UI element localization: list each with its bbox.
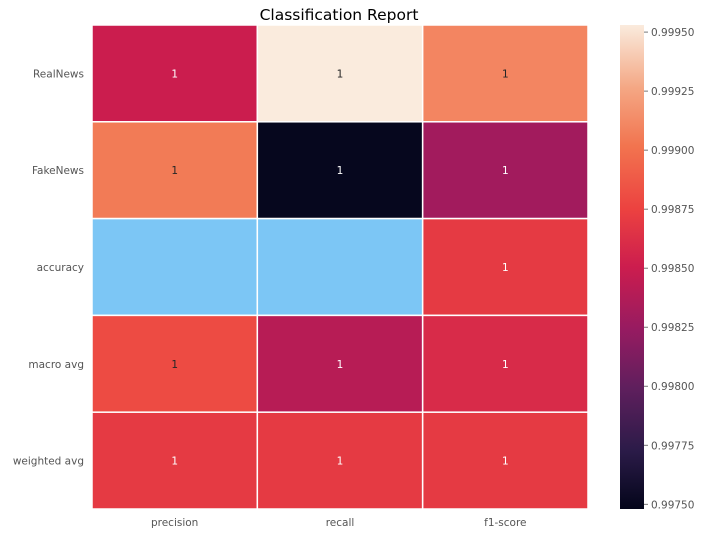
colorbar-gradient	[620, 25, 644, 509]
chart-title: Classification Report	[260, 6, 419, 24]
column-tick-label: precision	[151, 517, 198, 529]
colorbar-tick-label: 0.99750	[651, 499, 694, 511]
colorbar-tick-label: 0.99850	[651, 263, 694, 275]
row-tick-label: weighted avg	[13, 456, 84, 468]
cell-annotation: 1	[337, 456, 344, 468]
column-tick-label: f1-score	[484, 517, 526, 529]
cell-annotation: 1	[171, 165, 178, 177]
colorbar-tick-label: 0.99775	[651, 440, 694, 452]
cell-annotation: 1	[337, 165, 344, 177]
row-tick-label: FakeNews	[32, 165, 84, 177]
colorbar-tick-label: 0.99825	[651, 322, 694, 334]
heatmap-cell	[91, 121, 259, 220]
colorbar	[620, 25, 644, 509]
row-tick-labels: RealNews FakeNews accuracy macro avg weighte…	[13, 68, 84, 467]
row-tick-label: accuracy	[37, 262, 84, 274]
cell-annotation: 1	[337, 68, 344, 80]
column-tick-label: recall	[326, 517, 355, 529]
heatmap-cell	[421, 24, 589, 123]
heatmap-cell	[91, 24, 259, 123]
colorbar-tick-label: 0.99950	[651, 27, 694, 39]
cell-annotation: 1	[502, 359, 509, 371]
colorbar-tick-label: 0.99925	[651, 86, 694, 98]
cell-annotation: 1	[502, 68, 509, 80]
heatmap-cell	[256, 121, 424, 220]
heatmap-cells	[91, 24, 589, 510]
row-tick-label: RealNews	[33, 68, 84, 80]
heatmap-cell	[256, 217, 424, 317]
cell-annotation: 1	[171, 359, 178, 371]
heatmap-cell	[421, 411, 589, 510]
cell-annotation: 1	[171, 456, 178, 468]
heatmap-cell	[91, 217, 259, 317]
cell-annotation: 1	[502, 165, 509, 177]
colorbar-tick-label: 0.99900	[651, 145, 694, 157]
cell-annotation: 1	[171, 68, 178, 80]
row-tick-label: macro avg	[28, 359, 84, 371]
heatmap-cell	[421, 121, 589, 220]
colorbar-tick-label: 0.99800	[651, 381, 694, 393]
heatmap-cell	[421, 314, 589, 413]
cell-annotation: 1	[502, 456, 509, 468]
heatmap-cell	[256, 411, 424, 510]
heatmap-cell	[91, 314, 259, 413]
cell-annotations: 1 1 1 1 1 1 1 1 1 1 1 1 1	[171, 68, 508, 467]
colorbar-tick-label: 0.99875	[651, 204, 694, 216]
colorbar-ticks: 0.99750 0.99775 0.99800 0.99825 0.99850 0.998…	[644, 27, 694, 511]
column-tick-labels: precision recall f1-score	[151, 517, 527, 529]
cell-annotation: 1	[502, 262, 509, 274]
cell-annotation: 1	[337, 359, 344, 371]
heatmap-cell	[256, 24, 424, 123]
